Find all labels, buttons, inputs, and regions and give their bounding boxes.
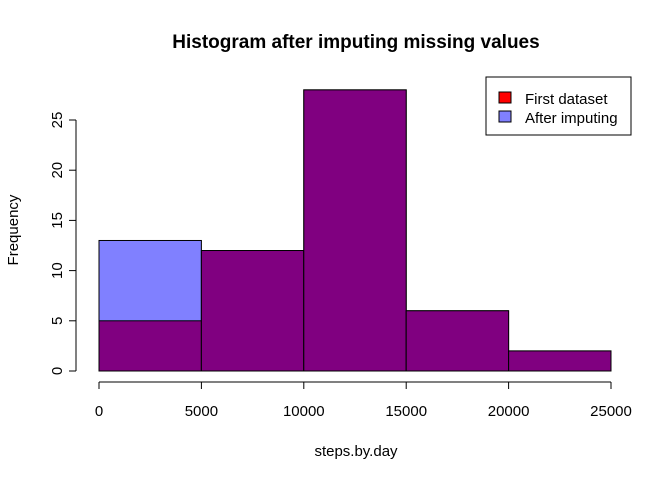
x-tick-label: 15000 (385, 403, 427, 420)
y-tick-label: 15 (49, 212, 66, 229)
bar-first-dataset (200, 250, 305, 372)
legend-label-after-imputing: After imputing (525, 110, 618, 127)
y-tick-label: 20 (49, 162, 66, 179)
y-tick-label: 5 (49, 317, 66, 325)
legend-swatch-after-imputing (498, 110, 512, 123)
y-tick-label: 10 (49, 262, 66, 279)
x-tick-label: 20000 (488, 403, 530, 420)
legend: First dataset After imputing (485, 76, 632, 136)
chart-title: Histogram after imputing missing values (172, 32, 539, 53)
bar-first-dataset (405, 310, 510, 372)
y-axis: 0 5 10 15 20 25 (49, 112, 77, 375)
bar-first-dataset (98, 320, 202, 372)
x-tick-label: 25000 (590, 403, 632, 420)
bar-first-dataset (303, 89, 407, 372)
x-tick-label: 10000 (283, 403, 325, 420)
bar-first-dataset (508, 350, 612, 372)
x-axis-label: steps.by.day (314, 443, 398, 460)
legend-swatch-first-dataset (498, 91, 512, 104)
legend-box (485, 76, 632, 136)
legend-label-first-dataset: First dataset (525, 91, 608, 108)
bars-group (98, 89, 612, 372)
y-tick-label: 0 (49, 367, 66, 375)
y-axis-label: Frequency (5, 194, 22, 265)
x-axis: 0 5000 10000 15000 20000 25000 (95, 381, 632, 420)
y-tick-label: 25 (49, 112, 66, 129)
x-tick-label: 5000 (185, 403, 218, 420)
x-tick-label: 0 (95, 403, 103, 420)
